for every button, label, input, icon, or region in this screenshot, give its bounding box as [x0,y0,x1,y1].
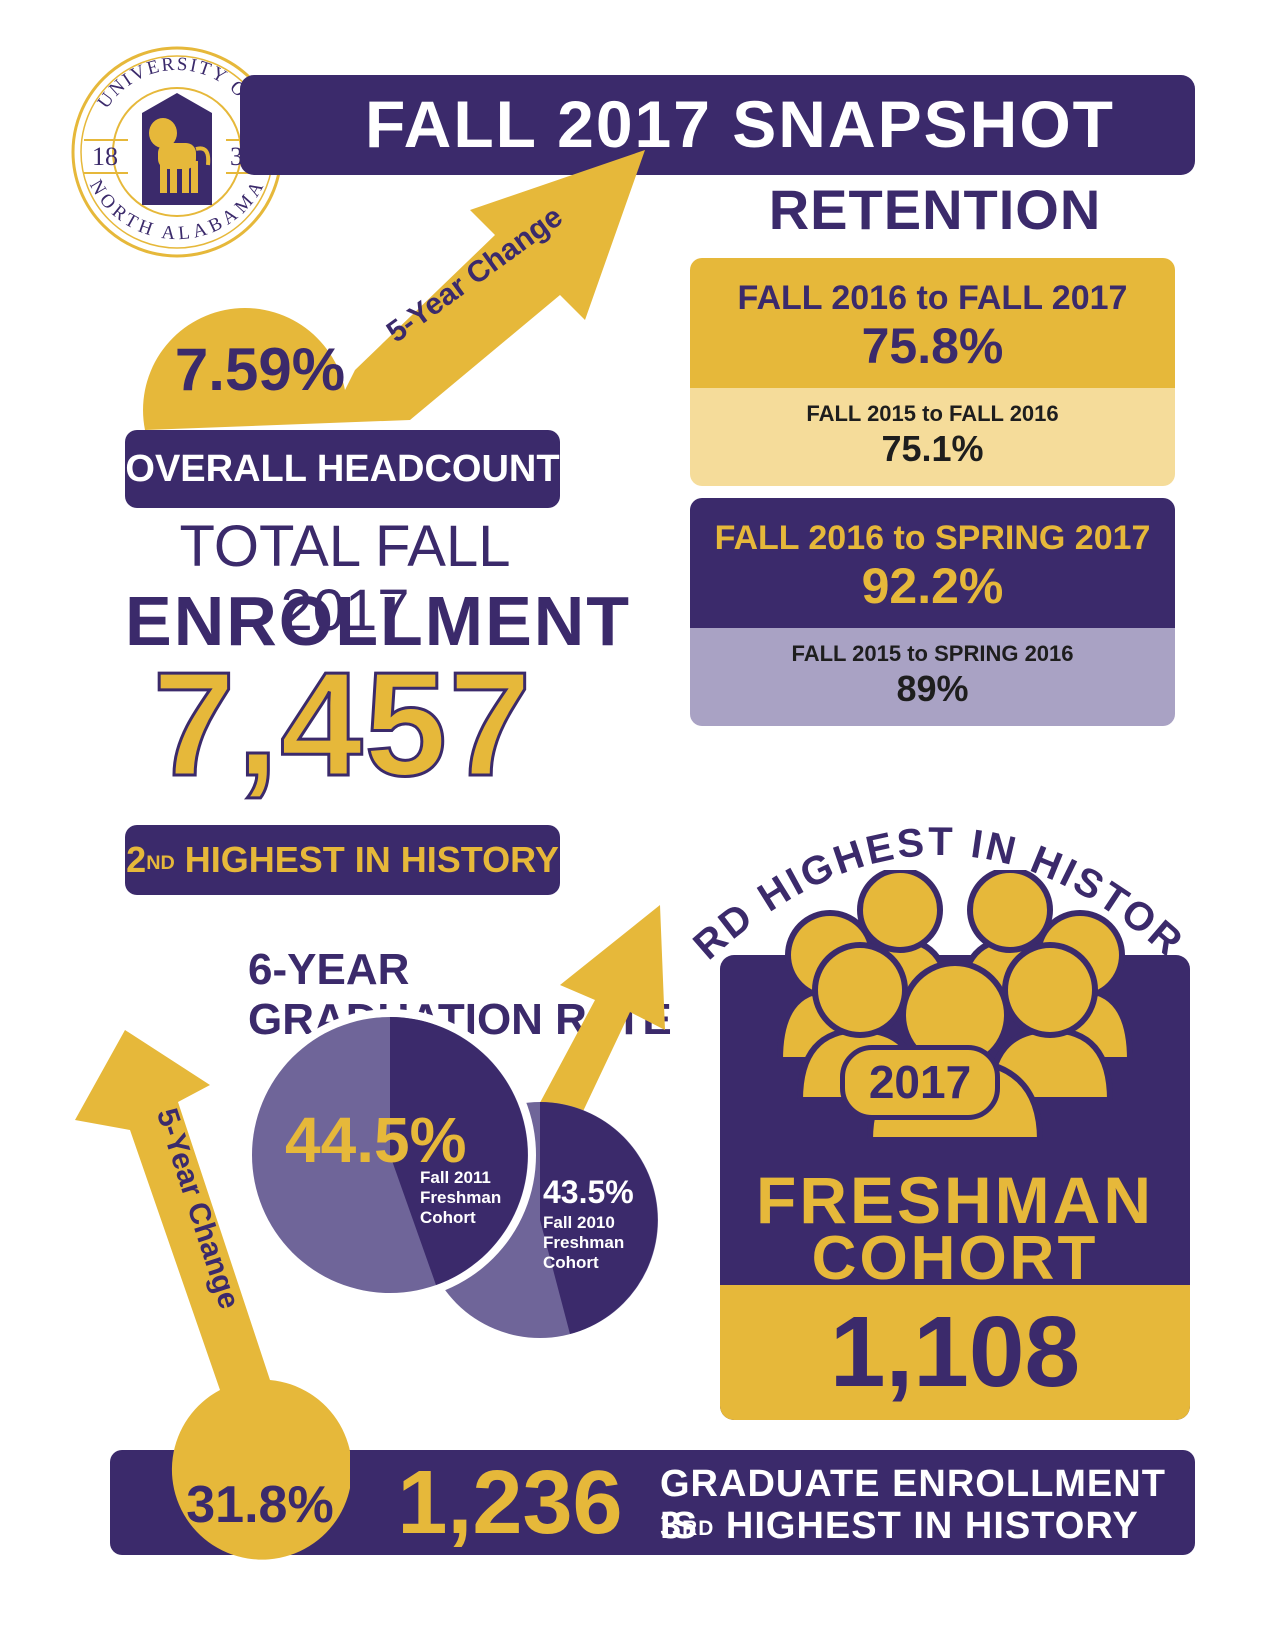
graduation-current-line1: Fall 2011 [420,1168,491,1187]
graduate-rank-ordinal: 3 [660,1505,683,1547]
retention-fall-spring-value: 92.2% [861,558,1004,614]
enrollment-rank: 2ND HIGHEST IN HISTORY [125,825,560,895]
graduation-previous-line3: Cohort [543,1253,599,1272]
freshman-year: 2017 [868,1056,972,1108]
graduation-current-line3: Cohort [420,1208,476,1227]
graduation-current-value: 44.5% [285,1104,467,1176]
retention-fall-spring-label: FALL 2016 to SPRING 2017 [714,519,1151,557]
graduate-text-line2: 3RD HIGHEST IN HISTORY [660,1505,1180,1547]
graduation-change-arrow [520,905,665,1160]
graduation-current-line2: Freshman [420,1188,502,1207]
enrollment-number: 7,457 [151,642,534,807]
title-bar [240,75,1195,175]
freshman-count-band [720,1285,1190,1420]
retention-fall-spring-prev-label: FALL 2015 to SPRING 2016 [791,641,1074,666]
graduation-previous-line1: Fall 2010 [543,1213,615,1232]
headcount-change-value: 7.59% [174,336,346,403]
retention-fall-fall-prev-value: 75.1% [881,428,984,469]
seal-year-left: 18 [92,142,118,171]
graduation-previous-value: 43.5% [543,1174,634,1210]
freshman-count: 1,108 [829,1296,1081,1408]
retention-title: RETENTION RATES [768,178,1102,311]
page-title: FALL 2017 SNAPSHOT [365,87,1115,161]
retention-fall-spring-card: FALL 2016 to SPRING 2017 92.2% FALL 2015… [690,498,1175,726]
graduate-change-arrow [75,1030,350,1560]
freshman-year-badge [840,1045,1000,1120]
rank-bar [125,825,560,895]
university-seal: UNIVERSITY OF NORTH ALABAMA 18 30 [71,46,283,258]
graduation-current-caption: Fall 2011 Freshman Cohort [420,1168,530,1228]
cohort-label: COHORT [811,1224,1099,1293]
graduate-text-line1: GRADUATE ENROLLMENT IS [660,1463,1166,1547]
graduate-rank-text: HIGHEST IN HISTORY [725,1505,1139,1547]
enrollment-title-line2: ENROLLMENT [125,582,632,660]
retention-fall-fall-prev-label: FALL 2015 to FALL 2016 [806,401,1059,426]
graduation-pie-current [244,1009,536,1301]
retention-fall-fall-label: FALL 2016 to FALL 2017 [737,279,1128,317]
retention-fall-spring-prev-value: 89% [896,668,969,709]
enrollment-title-line1: TOTAL FALL 2017 [179,514,511,643]
graduate-change-value: 31.8% [186,1476,334,1534]
headcount-bar-label: OVERALL HEADCOUNT [125,448,560,490]
retention-fall-fall-card: FALL 2016 to FALL 2017 75.8% FALL 2015 t… [690,258,1175,486]
rank-ordinal: 2 [126,839,147,880]
freshman-label: FRESHMAN [756,1163,1154,1237]
headcount-bar [125,430,560,508]
graduation-previous-line2: Freshman [543,1233,625,1252]
graduation-title-line1: 6-YEAR [248,945,410,994]
rank-suffix: ND [146,851,175,874]
headcount-change-arrow [143,150,646,430]
retention-fall-fall-value: 75.8% [861,318,1004,374]
lion-icon [149,118,211,193]
graduate-number: 1,236 [397,1453,623,1553]
graduation-previous-caption: Fall 2010 Freshman Cohort [543,1213,643,1273]
graduate-rank-suffix: RD [682,1517,715,1541]
rank-text: HIGHEST IN HISTORY [184,839,559,880]
